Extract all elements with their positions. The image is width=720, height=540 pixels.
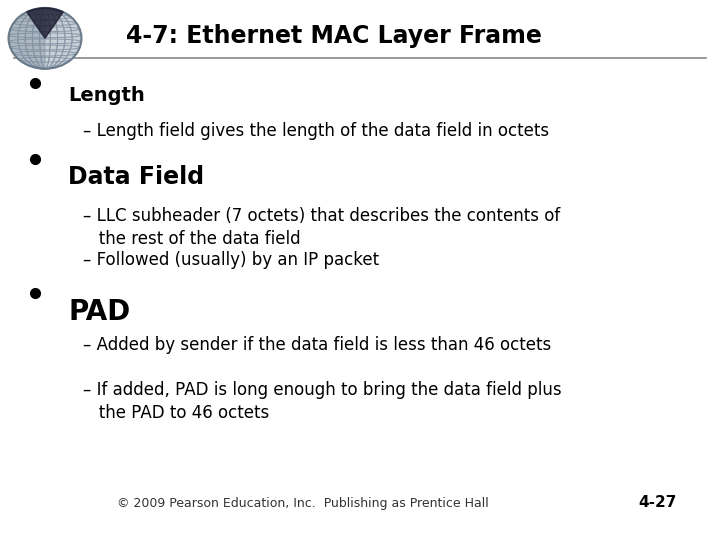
Text: – If added, PAD is long enough to bring the data field plus
   the PAD to 46 oct: – If added, PAD is long enough to bring … bbox=[83, 381, 562, 422]
Text: – Followed (usually) by an IP packet: – Followed (usually) by an IP packet bbox=[83, 251, 379, 269]
Text: – Length field gives the length of the data field in octets: – Length field gives the length of the d… bbox=[83, 122, 549, 139]
Text: Data Field: Data Field bbox=[68, 165, 204, 188]
Text: – Added by sender if the data field is less than 46 octets: – Added by sender if the data field is l… bbox=[83, 336, 551, 354]
Text: Length: Length bbox=[68, 86, 145, 105]
Text: – LLC subheader (7 octets) that describes the contents of
   the rest of the dat: – LLC subheader (7 octets) that describe… bbox=[83, 207, 560, 248]
Wedge shape bbox=[27, 8, 63, 38]
Text: PAD: PAD bbox=[68, 298, 130, 326]
Text: © 2009 Pearson Education, Inc.  Publishing as Prentice Hall: © 2009 Pearson Education, Inc. Publishin… bbox=[117, 497, 488, 510]
Wedge shape bbox=[9, 8, 45, 69]
Text: 4-27: 4-27 bbox=[639, 495, 677, 510]
Text: 4-7: Ethernet MAC Layer Frame: 4-7: Ethernet MAC Layer Frame bbox=[126, 24, 542, 48]
Circle shape bbox=[9, 8, 81, 69]
